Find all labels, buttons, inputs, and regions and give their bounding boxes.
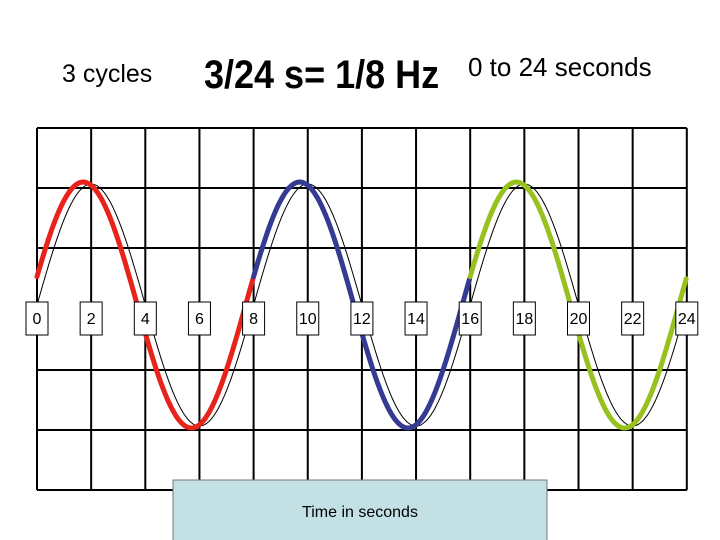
tick-label: 2 [87, 311, 96, 328]
tick-box [512, 301, 536, 336]
tick-label: 8 [249, 311, 258, 328]
tick-box [621, 301, 645, 336]
tick-box [404, 301, 428, 336]
tick-label: 12 [353, 311, 371, 328]
tick-label: 22 [624, 311, 642, 328]
cycles-text: 3 cycles [62, 60, 152, 88]
tick-box [187, 301, 211, 336]
tick-box [25, 301, 49, 336]
tick-box [133, 301, 157, 336]
axis-label: Time in seconds [302, 504, 418, 521]
tick-box [296, 301, 320, 336]
axis-label-box [172, 479, 548, 540]
tick-box [242, 301, 266, 336]
frequency-title: 3/24 s= 1/8 Hz [204, 53, 439, 97]
tick-label: 14 [407, 311, 425, 328]
tick-label: 24 [678, 311, 696, 328]
tick-box [675, 301, 699, 336]
tick-box [350, 301, 374, 336]
tick-label: 6 [195, 311, 204, 328]
tick-label: 4 [141, 311, 150, 328]
tick-label: 20 [570, 311, 588, 328]
tick-label: 0 [33, 311, 42, 328]
range-text: 0 to 24 seconds [468, 52, 652, 82]
tick-label: 10 [299, 311, 317, 328]
tick-label: 16 [461, 311, 479, 328]
tick-labels: 0 2 4 6 8 10 12 14 16 18 20 22 24 [25, 301, 699, 336]
tick-box [79, 301, 103, 336]
tick-box [567, 301, 590, 336]
tick-label: 18 [515, 311, 533, 328]
tick-box [458, 301, 482, 336]
